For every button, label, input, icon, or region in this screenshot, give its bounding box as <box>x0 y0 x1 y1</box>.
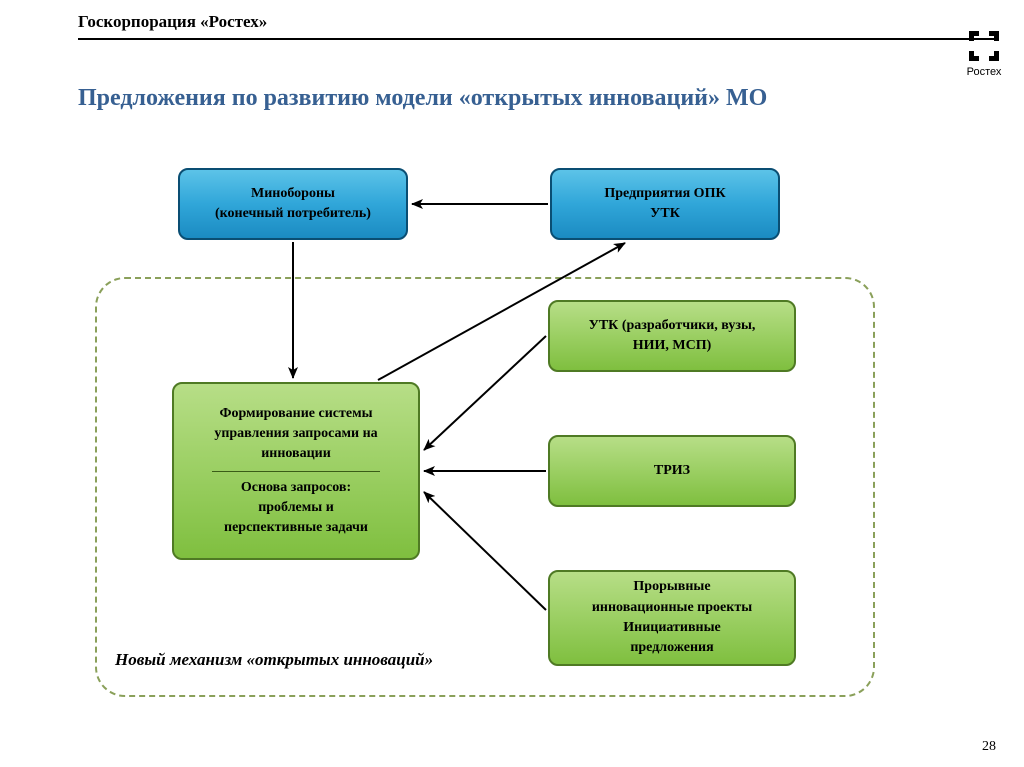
node-text: Формирование системы <box>219 404 372 424</box>
slide-title: Предложения по развитию модели «открытых… <box>78 85 964 112</box>
node-text: инновации <box>261 444 331 464</box>
node-text: Прорывные <box>633 577 710 597</box>
node-triz: ТРИЗ <box>548 435 796 507</box>
node-text: (конечный потребитель) <box>215 204 371 224</box>
node-system: Формирование системыуправления запросами… <box>172 382 420 560</box>
rostec-logo-icon <box>966 28 1002 64</box>
node-minoborony: Минобороны(конечный потребитель) <box>178 168 408 240</box>
corp-title: Госкорпорация «Ростех» <box>78 12 267 31</box>
logo-caption: Ростех <box>962 66 1006 78</box>
node-text: предложения <box>630 638 713 658</box>
node-text: Предприятия ОПК <box>604 184 725 204</box>
node-text: УТК (разработчики, вузы, <box>589 316 756 336</box>
node-text: перспективные задачи <box>224 518 368 538</box>
node-utk: УТК (разработчики, вузы,НИИ, МСП) <box>548 300 796 372</box>
node-text: ТРИЗ <box>654 461 690 481</box>
node-opk: Предприятия ОПКУТК <box>550 168 780 240</box>
node-text: Инициативные <box>623 618 721 638</box>
mechanism-label: Новый механизм «открытых инноваций» <box>115 650 433 670</box>
node-text: инновационные проекты <box>592 598 752 618</box>
rostec-logo: Ростех <box>962 28 1006 78</box>
node-divider <box>212 471 380 472</box>
page-number: 28 <box>982 739 996 755</box>
node-text: Основа запросов: <box>241 478 351 498</box>
node-projects: Прорывныеинновационные проектыИнициативн… <box>548 570 796 666</box>
node-text: проблемы и <box>258 498 334 518</box>
node-text: УТК <box>650 204 680 224</box>
node-text: НИИ, МСП) <box>633 336 712 356</box>
node-text: управления запросами на <box>214 424 377 444</box>
header: Госкорпорация «Ростех» <box>78 12 994 40</box>
node-text: Минобороны <box>251 184 335 204</box>
